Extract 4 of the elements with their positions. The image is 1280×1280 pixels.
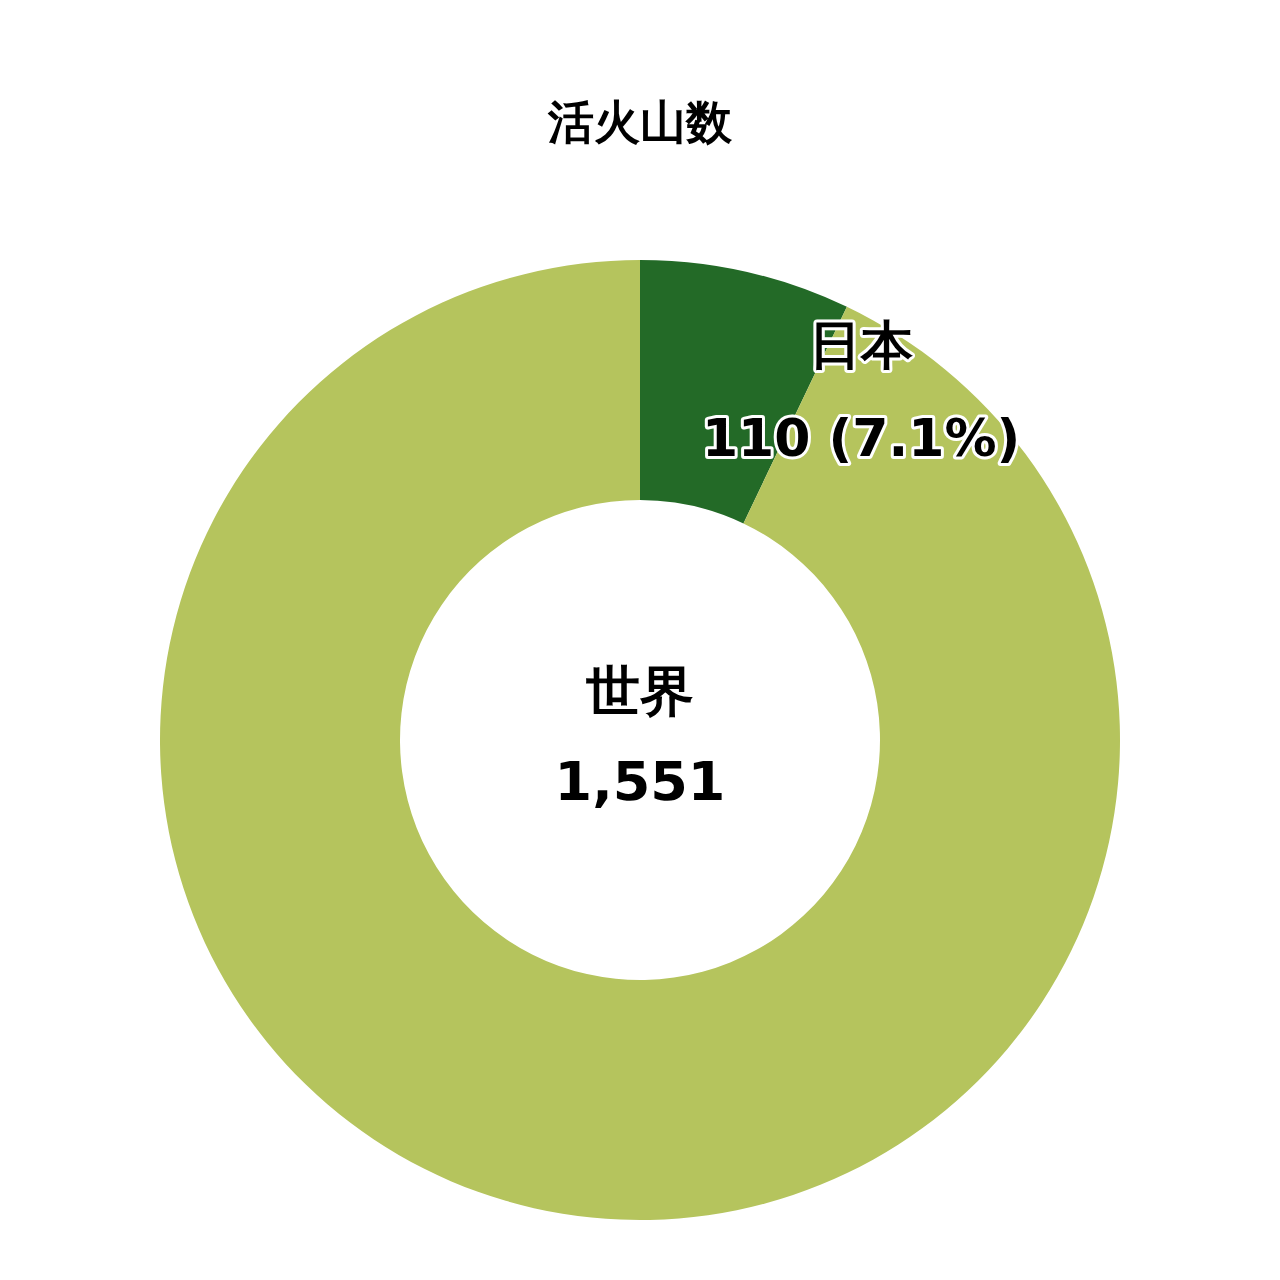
donut-slice: [160, 260, 1120, 1220]
text: 1,551: [554, 749, 726, 813]
chart-title: 活火山数: [547, 94, 733, 149]
text: 世界: [586, 659, 694, 723]
